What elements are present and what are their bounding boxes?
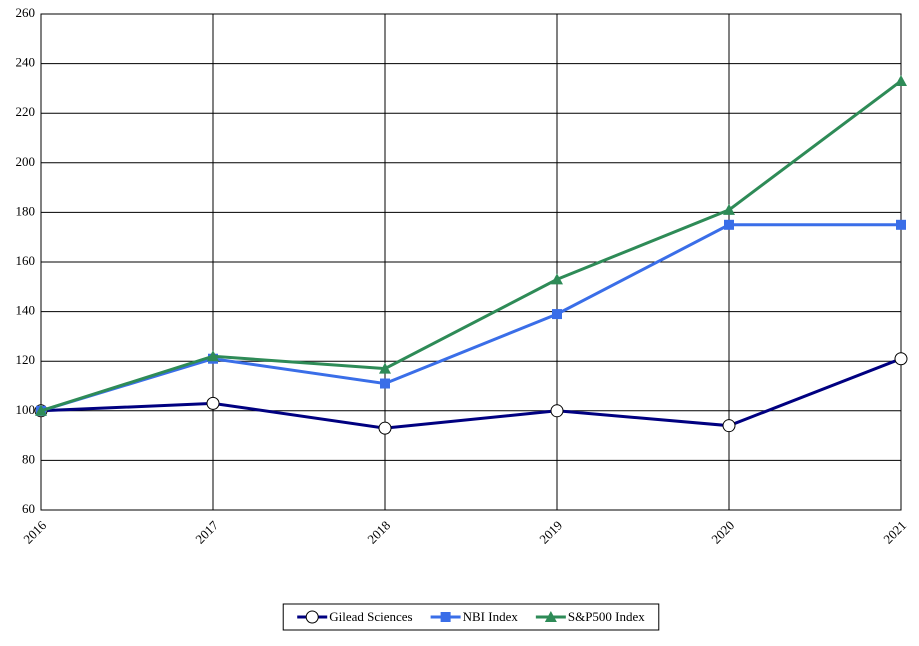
marker: [551, 273, 563, 285]
marker: [894, 352, 908, 366]
legend-box: [282, 603, 660, 631]
series: [35, 74, 907, 416]
series: [34, 352, 908, 435]
legend-label: Gilead Sciences: [329, 609, 412, 624]
marker: [206, 396, 220, 410]
marker: [723, 203, 735, 215]
marker: [305, 610, 319, 624]
legend-item: S&P500 Index: [535, 609, 645, 624]
legend: Gilead Sciences NBI Index S&P500 Index: [282, 603, 660, 631]
y-tick-label: 140: [16, 303, 36, 318]
marker: [35, 404, 47, 416]
legend-item: NBI Index: [430, 609, 519, 624]
marker: [378, 421, 392, 435]
series-line: [40, 79, 902, 413]
marker: [724, 219, 734, 230]
y-tick-label: 160: [16, 253, 36, 268]
y-tick-label: 220: [16, 104, 36, 119]
legend-label: S&P500 Index: [568, 609, 645, 624]
y-tick-label: 100: [16, 402, 36, 417]
plot-frame: [40, 13, 902, 511]
series-line: [40, 357, 902, 430]
x-tick-label: 2018: [364, 518, 393, 547]
marker: [440, 612, 451, 622]
series-line: [40, 223, 901, 413]
marker: [379, 362, 391, 374]
y-tick-label: 60: [22, 501, 35, 516]
y-tick-label: 260: [16, 5, 36, 20]
y-tick-label: 120: [16, 352, 36, 367]
marker: [544, 611, 557, 622]
y-tick-label: 80: [22, 451, 35, 466]
series: [36, 219, 906, 416]
marker: [380, 378, 390, 389]
y-tick-label: 240: [16, 55, 36, 70]
marker: [207, 350, 219, 362]
x-tick-label: 2021: [880, 518, 909, 547]
x-tick-label: 2020: [708, 518, 737, 547]
marker: [895, 74, 907, 86]
marker: [552, 309, 562, 320]
marker: [722, 419, 736, 433]
legend-item: Gilead Sciences: [297, 609, 413, 624]
x-tick-label: 2016: [20, 517, 49, 546]
x-tick-label: 2017: [192, 517, 221, 546]
marker: [896, 219, 906, 230]
x-tick-label: 2019: [536, 518, 565, 547]
marker: [550, 404, 564, 418]
legend-label: NBI Index: [463, 609, 519, 624]
y-tick-label: 180: [16, 203, 36, 218]
y-tick-label: 200: [16, 154, 36, 169]
